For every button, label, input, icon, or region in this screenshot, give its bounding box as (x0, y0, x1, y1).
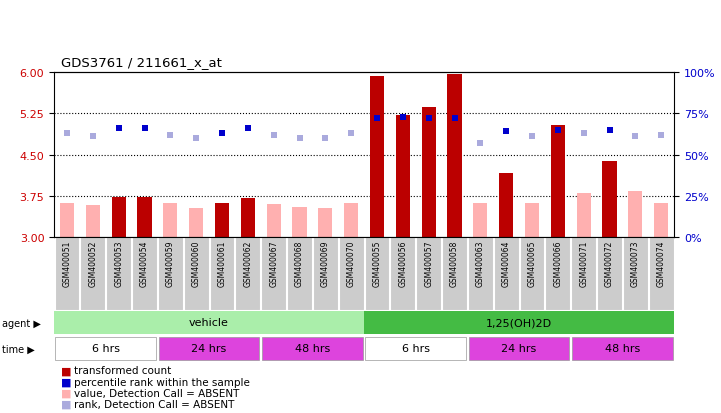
Text: 6 hrs: 6 hrs (92, 343, 120, 353)
Text: GSM400061: GSM400061 (218, 240, 226, 286)
Bar (649, 238, 673, 310)
Text: GSM400059: GSM400059 (166, 240, 174, 287)
Bar (236, 238, 260, 310)
Bar (86, 206, 100, 238)
Text: 24 hrs: 24 hrs (502, 343, 536, 353)
Text: agent ▶: agent ▶ (2, 318, 41, 328)
Bar (370, 77, 384, 238)
Bar (422, 107, 435, 238)
Text: GSM400063: GSM400063 (476, 240, 485, 287)
Text: GSM400071: GSM400071 (579, 240, 588, 286)
Bar (572, 337, 673, 360)
Bar (241, 198, 255, 238)
Bar (318, 209, 332, 238)
Text: GSM400073: GSM400073 (631, 240, 640, 287)
Bar (163, 204, 177, 238)
Bar (473, 203, 487, 238)
Bar (60, 204, 74, 238)
Bar (56, 337, 156, 360)
Text: vehicle: vehicle (189, 318, 229, 328)
Bar (112, 197, 125, 238)
Bar (81, 238, 105, 310)
Bar (396, 116, 410, 238)
Text: GSM400065: GSM400065 (528, 240, 536, 287)
Text: transformed count: transformed count (74, 366, 172, 375)
Text: GSM400052: GSM400052 (89, 240, 97, 286)
Bar (189, 209, 203, 238)
Bar (365, 238, 389, 310)
Bar (293, 207, 306, 238)
Text: GSM400066: GSM400066 (554, 240, 562, 287)
Text: GDS3761 / 211661_x_at: GDS3761 / 211661_x_at (61, 56, 222, 69)
Bar (468, 238, 492, 310)
Text: GSM400060: GSM400060 (192, 240, 200, 287)
Text: GSM400055: GSM400055 (373, 240, 381, 287)
Bar (448, 74, 461, 238)
Text: GSM400068: GSM400068 (295, 240, 304, 286)
Bar (267, 205, 280, 238)
Bar (654, 204, 668, 238)
Bar (158, 238, 182, 310)
Text: time ▶: time ▶ (2, 344, 35, 354)
Bar (499, 173, 513, 238)
Text: 1,25(OH)2D: 1,25(OH)2D (486, 318, 552, 328)
Bar (525, 204, 539, 238)
Bar (416, 238, 441, 310)
Text: GSM400067: GSM400067 (269, 240, 278, 287)
Bar (210, 238, 234, 310)
Bar (159, 337, 260, 360)
Bar (55, 238, 79, 310)
Text: GSM400051: GSM400051 (63, 240, 71, 286)
Text: GSM400064: GSM400064 (502, 240, 510, 287)
Text: GSM400070: GSM400070 (347, 240, 355, 287)
Bar (54, 311, 364, 335)
Bar (344, 204, 358, 238)
Bar (571, 238, 596, 310)
Bar (287, 238, 312, 310)
Text: 6 hrs: 6 hrs (402, 343, 430, 353)
Text: ■: ■ (61, 377, 72, 387)
Bar (132, 238, 157, 310)
Bar (215, 203, 229, 238)
Bar (494, 238, 518, 310)
Text: ■: ■ (61, 388, 72, 398)
Text: GSM400069: GSM400069 (321, 240, 329, 287)
Text: GSM400058: GSM400058 (450, 240, 459, 286)
Text: value, Detection Call = ABSENT: value, Detection Call = ABSENT (74, 388, 239, 398)
Text: ■: ■ (61, 399, 72, 409)
Bar (597, 238, 622, 310)
Text: GSM400062: GSM400062 (244, 240, 252, 286)
Bar (469, 337, 570, 360)
Bar (106, 238, 131, 310)
Text: rank, Detection Call = ABSENT: rank, Detection Call = ABSENT (74, 399, 234, 409)
Bar (623, 238, 647, 310)
Bar (442, 238, 467, 310)
Bar (138, 197, 151, 238)
Text: GSM400057: GSM400057 (424, 240, 433, 287)
Bar (261, 238, 286, 310)
Text: percentile rank within the sample: percentile rank within the sample (74, 377, 250, 387)
Bar (262, 337, 363, 360)
Bar (520, 238, 544, 310)
Bar (364, 311, 674, 335)
Text: GSM400074: GSM400074 (657, 240, 665, 287)
Bar (313, 238, 337, 310)
Bar (184, 238, 208, 310)
Text: GSM400054: GSM400054 (140, 240, 149, 287)
Text: ■: ■ (61, 366, 72, 375)
Bar (551, 126, 565, 238)
Text: 24 hrs: 24 hrs (192, 343, 226, 353)
Bar (628, 191, 642, 238)
Bar (366, 337, 466, 360)
Text: GSM400053: GSM400053 (114, 240, 123, 287)
Bar (339, 238, 363, 310)
Text: 48 hrs: 48 hrs (605, 343, 640, 353)
Bar (577, 194, 590, 238)
Bar (603, 162, 616, 238)
Bar (391, 238, 415, 310)
Text: GSM400072: GSM400072 (605, 240, 614, 286)
Bar (546, 238, 570, 310)
Text: 48 hrs: 48 hrs (295, 343, 330, 353)
Text: GSM400056: GSM400056 (399, 240, 407, 287)
